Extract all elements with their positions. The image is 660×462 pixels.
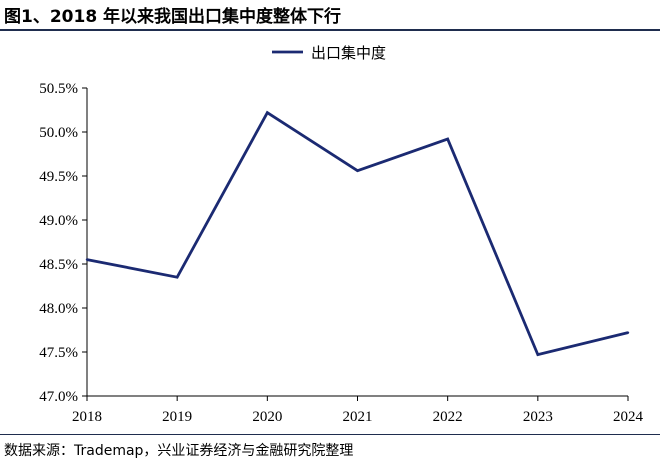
x-tick-label: 2022 <box>433 409 463 425</box>
y-tick-label: 50.0% <box>39 125 78 141</box>
x-tick-label: 2021 <box>343 409 373 425</box>
series-group <box>85 110 630 357</box>
x-tick-label: 2024 <box>613 409 644 425</box>
x-tick-label: 2018 <box>72 409 102 425</box>
data-point <box>175 276 179 279</box>
data-point <box>85 258 89 261</box>
data-point <box>356 169 359 172</box>
source-note: 数据来源：Trademap，兴业证券经济与金融研究院整理 <box>4 443 354 459</box>
x-axis-ticks: 2018 2019 2020 2021 2022 2023 2024 <box>72 396 644 425</box>
y-axis-ticks: 47.0% 47.5% 48.0% 48.5% 49.0% 49.5% 50.0% 50.5% <box>39 81 87 405</box>
line-chart: 47.0% 47.5% 48.0% 48.5% 49.0% 49.5% 50.0% 50.5%… <box>39 44 644 425</box>
x-tick-label: 2019 <box>162 409 192 425</box>
y-tick-label: 47.0% <box>39 389 78 405</box>
series-line <box>86 110 629 357</box>
x-tick-label: 2020 <box>252 409 282 425</box>
chart-title: 图1、2018 年以来我国出口集中度整体下行 <box>4 7 342 27</box>
chart-axes <box>86 88 628 397</box>
data-point <box>626 331 630 334</box>
y-tick-label: 49.5% <box>39 169 78 185</box>
title-divider <box>0 29 660 31</box>
y-tick-label: 48.5% <box>39 257 78 273</box>
data-point <box>266 111 269 114</box>
legend-label: 出口集中度 <box>311 44 386 62</box>
data-point <box>536 353 540 356</box>
y-tick-label: 47.5% <box>39 345 78 361</box>
x-tick-label: 2023 <box>523 409 553 425</box>
y-tick-label: 48.0% <box>39 301 78 317</box>
source-divider <box>0 434 660 435</box>
data-point <box>446 137 449 141</box>
y-tick-label: 49.0% <box>39 213 78 229</box>
legend: 出口集中度 <box>272 44 386 62</box>
y-tick-label: 50.5% <box>39 81 78 97</box>
